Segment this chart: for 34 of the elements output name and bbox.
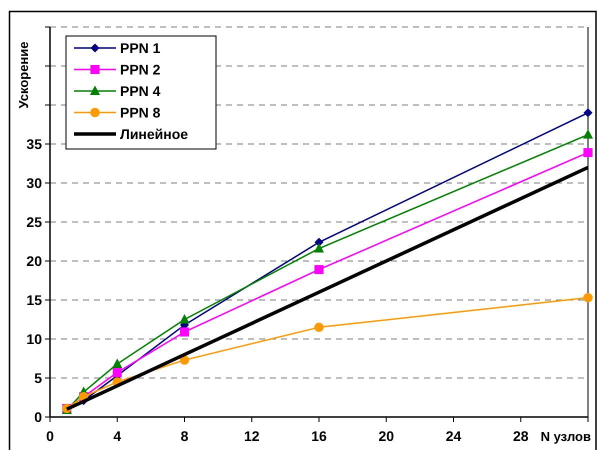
x-tick-label: 0	[46, 428, 54, 444]
y-tick-label: 0	[34, 408, 42, 425]
point	[112, 368, 122, 378]
x-tick-label: 12	[244, 428, 260, 444]
y-tick-label: 35	[26, 136, 42, 152]
y-axis-title: Ускорение	[16, 41, 31, 109]
point	[180, 327, 189, 336]
y-tick-label: 10	[26, 330, 42, 347]
legend-label: PPN 1	[120, 40, 161, 56]
y-tick-label: 30	[26, 174, 42, 191]
x-tick-label: 20	[378, 428, 394, 444]
x-tick-label: 16	[311, 428, 327, 444]
x-tick-label: 24	[446, 428, 462, 444]
y-tick-label: 5	[34, 370, 42, 386]
y-tick-label: 25	[26, 214, 42, 230]
x-axis-title: N узлов	[540, 429, 591, 444]
x-tick-label: 28	[512, 428, 529, 444]
point	[583, 129, 593, 139]
point	[584, 108, 592, 118]
legend-label: PPN 2	[120, 61, 161, 78]
point	[180, 314, 190, 324]
point	[314, 322, 324, 332]
point	[112, 358, 122, 368]
y-tick-label: 15	[26, 292, 42, 308]
x-tick-label: 8	[180, 428, 189, 444]
legend-label: PPN 4	[120, 82, 161, 99]
y-tick-label: 20	[26, 252, 42, 269]
x-tick-label: 4	[113, 428, 122, 444]
point	[583, 292, 593, 302]
point	[314, 265, 324, 274]
legend-label: PPN 8	[120, 104, 161, 120]
point	[314, 243, 324, 253]
legend-label: Линейное	[120, 126, 188, 142]
point	[584, 148, 592, 158]
